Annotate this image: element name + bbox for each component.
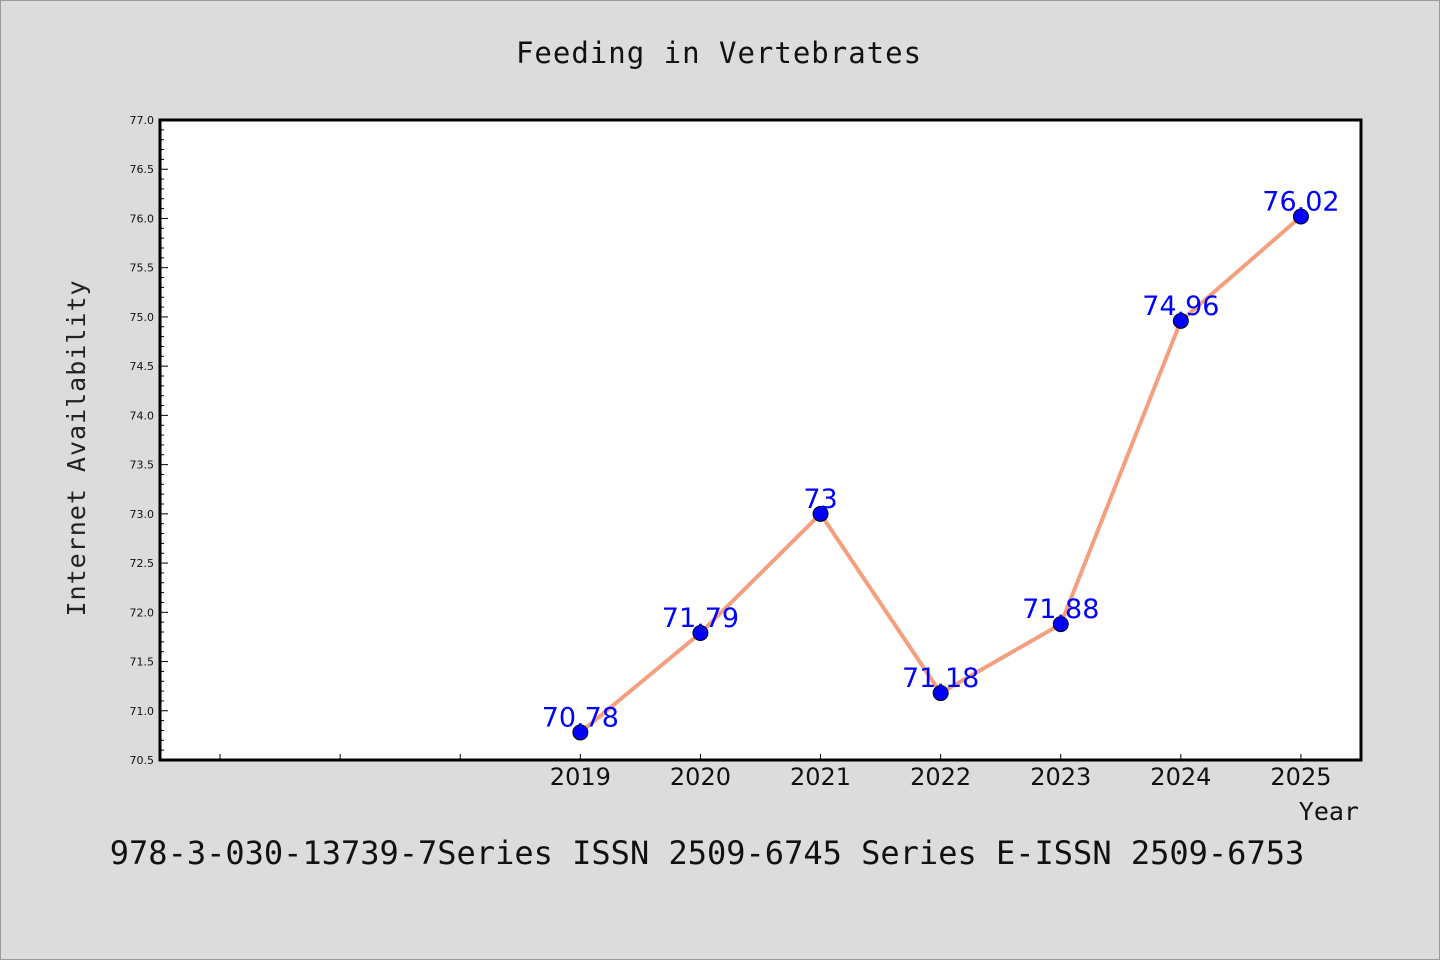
y-tick-label: 72.5	[130, 557, 155, 570]
x-tick-label: 2025	[1270, 763, 1331, 791]
data-point-marker	[572, 724, 589, 741]
x-tick-label: 2023	[1030, 763, 1091, 791]
y-tick-label: 71.5	[130, 656, 155, 669]
marker-group	[572, 208, 1309, 741]
y-tick-label: 73.5	[130, 459, 155, 472]
data-point-marker	[1292, 208, 1309, 225]
x-tick-label: 2022	[910, 763, 971, 791]
data-value-label: 71.88	[1022, 594, 1099, 625]
x-tick-label: 2019	[550, 763, 611, 791]
x-axis-label: Year	[1299, 797, 1359, 826]
footer-isbn-issn: 978-3-030-13739-7Series ISSN 2509-6745 S…	[110, 834, 1304, 872]
data-point-marker	[1172, 312, 1189, 329]
x-tick-label: 2021	[790, 763, 851, 791]
x-axis: 2019 2020 2021 2022 2023 2024 2025	[219, 754, 1331, 791]
data-point-marker	[1052, 616, 1069, 633]
y-tick-label: 76.0	[130, 212, 155, 225]
y-tick-label: 75.5	[130, 262, 155, 275]
y-tick-label: 71.0	[130, 705, 155, 718]
chart-title: Feeding in Vertebrates	[516, 36, 922, 70]
x-tick-label: 2020	[670, 763, 731, 791]
y-axis: 70.5 71.0 71.5 72.0 72.5 73.0 73.5 74.0 74.5 75.0…	[130, 114, 168, 767]
y-axis-label: Internet Availability	[62, 279, 91, 616]
y-tick-label: 70.5	[130, 754, 155, 767]
y-tick-label: 72.0	[130, 606, 155, 619]
data-value-label: 74.96	[1142, 291, 1219, 322]
plot-area	[158, 118, 1363, 762]
data-point-marker	[812, 505, 829, 522]
x-tick-label: 2024	[1150, 763, 1211, 791]
y-tick-label: 75.0	[130, 311, 155, 324]
data-value-label: 71.18	[902, 663, 979, 694]
data-value-label: 71.79	[662, 603, 739, 634]
data-point-marker	[692, 624, 709, 641]
data-value-label: 76.02	[1262, 186, 1339, 217]
y-tick-label: 73.0	[130, 508, 155, 521]
y-tick-label: 76.5	[130, 163, 155, 176]
data-value-label: 70.78	[542, 702, 619, 733]
data-label-group: 70.78 71.79 73 71.18 71.88 74.96 76.02	[542, 186, 1340, 733]
y-tick-label: 74.0	[130, 409, 155, 422]
data-point-marker	[932, 685, 949, 702]
y-tick-label: 74.5	[130, 360, 155, 373]
y-tick-label: 77.0	[130, 114, 155, 127]
data-value-label: 73	[803, 484, 837, 515]
